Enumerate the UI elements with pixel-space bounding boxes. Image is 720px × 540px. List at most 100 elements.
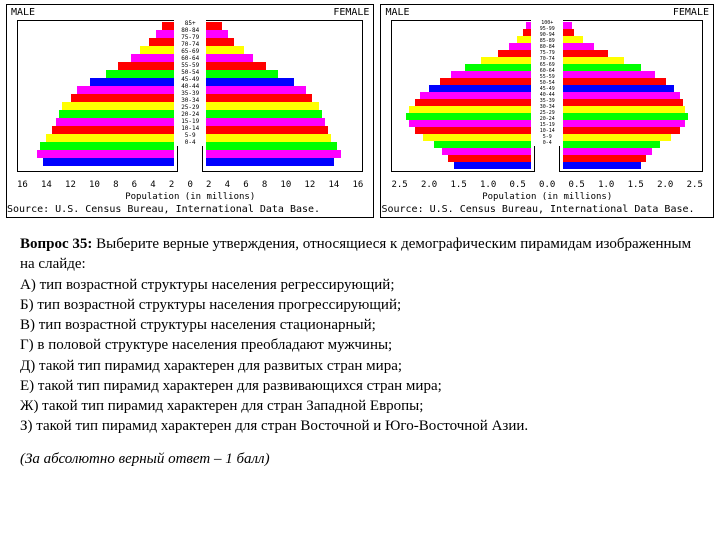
bar	[409, 120, 531, 127]
bar	[563, 29, 574, 36]
bar	[481, 57, 531, 64]
answer-options: А) тип возрастной структуры населения ре…	[20, 275, 700, 437]
answer-option: В) тип возрастной структуры населения ст…	[20, 315, 700, 335]
bar	[563, 155, 646, 162]
charts-row: MALE FEMALE 85+80-8475-7970-7465-6960-64…	[0, 0, 720, 218]
bar	[406, 113, 531, 120]
bar	[454, 162, 532, 169]
answer-option: Б) тип возрастной структуры населения пр…	[20, 295, 700, 315]
bar	[206, 22, 222, 30]
bar	[563, 134, 671, 141]
bar	[563, 162, 641, 169]
bar	[563, 92, 680, 99]
xaxis-label-2: Population (in millions)	[381, 192, 713, 204]
bar	[563, 78, 666, 85]
male-label-1: MALE	[11, 7, 35, 18]
bar	[563, 106, 685, 113]
bar	[206, 86, 306, 94]
answer-option: З) такой тип пирамид характерен для стра…	[20, 416, 700, 436]
bar	[415, 99, 532, 106]
xaxis-label-1: Population (in millions)	[7, 192, 373, 204]
bar	[206, 70, 278, 78]
bar	[206, 134, 331, 142]
answer-option: Г) в половой структуре населения преобла…	[20, 335, 700, 355]
footer-note: (За абсолютно верный ответ – 1 балл)	[0, 437, 720, 468]
bar	[206, 94, 312, 102]
bar	[563, 64, 641, 71]
bar	[563, 120, 685, 127]
bar	[206, 158, 334, 166]
female-bars-1	[206, 22, 362, 170]
xaxis-1: 1614121086420246810121416	[17, 180, 363, 190]
pyramid-chart-1: MALE FEMALE 85+80-8475-7970-7465-6960-64…	[6, 4, 374, 218]
source-1: Source: U.S. Census Bureau, Internationa…	[7, 204, 373, 217]
bar	[206, 54, 253, 62]
bar	[465, 64, 532, 71]
bar	[206, 102, 318, 110]
bar	[563, 99, 682, 106]
bar	[206, 38, 234, 46]
female-label-1: FEMALE	[333, 7, 369, 18]
bar	[563, 22, 571, 29]
bar	[415, 127, 532, 134]
bar	[156, 30, 175, 38]
answer-option: Е) такой тип пирамид характерен для разв…	[20, 376, 700, 396]
bar	[563, 141, 660, 148]
bar	[563, 85, 674, 92]
bar	[90, 78, 174, 86]
bar	[46, 134, 174, 142]
bar	[77, 86, 174, 94]
bar	[563, 148, 652, 155]
bar	[62, 102, 174, 110]
bar	[206, 150, 340, 158]
bar	[523, 29, 531, 36]
female-bars-2	[563, 22, 702, 170]
bar	[206, 118, 325, 126]
male-bars-2	[392, 22, 531, 170]
bar	[206, 78, 293, 86]
bar	[517, 36, 531, 43]
male-label-2: MALE	[385, 7, 409, 18]
bar	[563, 127, 680, 134]
bar	[162, 22, 174, 30]
bar	[206, 126, 328, 134]
female-label-2: FEMALE	[673, 7, 709, 18]
answer-option: Ж) такой тип пирамид характерен для стра…	[20, 396, 700, 416]
bar	[563, 36, 582, 43]
bar	[43, 158, 174, 166]
bar	[56, 118, 175, 126]
bar	[118, 62, 174, 70]
age-labels-2: 100+95-9990-9485-8980-8475-7970-7465-696…	[531, 20, 563, 146]
bar	[37, 150, 174, 158]
answer-option: А) тип возрастной структуры населения ре…	[20, 275, 700, 295]
question-block: Вопрос 35: Выберите верные утверждения, …	[0, 218, 720, 437]
bar	[563, 50, 607, 57]
bar	[563, 43, 594, 50]
question-text: Вопрос 35: Выберите верные утверждения, …	[20, 234, 700, 275]
bar	[451, 71, 531, 78]
bar	[131, 54, 175, 62]
bar	[140, 46, 174, 54]
bar	[206, 110, 322, 118]
bar	[509, 43, 531, 50]
male-bars-1	[18, 22, 174, 170]
source-2: Source: U.S. Census Bureau, Internationa…	[381, 204, 713, 217]
bar	[59, 110, 175, 118]
bar	[40, 142, 174, 150]
bar	[420, 92, 531, 99]
bar	[149, 38, 174, 46]
bar	[409, 106, 531, 113]
bar	[206, 142, 337, 150]
bar	[206, 30, 228, 38]
bar	[423, 134, 531, 141]
age-labels-1: 85+80-8475-7970-7465-6960-6455-5950-5445…	[174, 20, 206, 146]
bar	[563, 57, 624, 64]
bar	[206, 46, 243, 54]
bar	[52, 126, 174, 134]
bar	[563, 71, 655, 78]
question-number: Вопрос 35:	[20, 236, 92, 252]
bar	[448, 155, 531, 162]
bar	[429, 85, 532, 92]
xaxis-2: 2.52.01.51.00.50.00.51.01.52.02.5	[391, 180, 703, 190]
question-body: Выберите верные утверждения, относящиеся…	[20, 236, 691, 272]
